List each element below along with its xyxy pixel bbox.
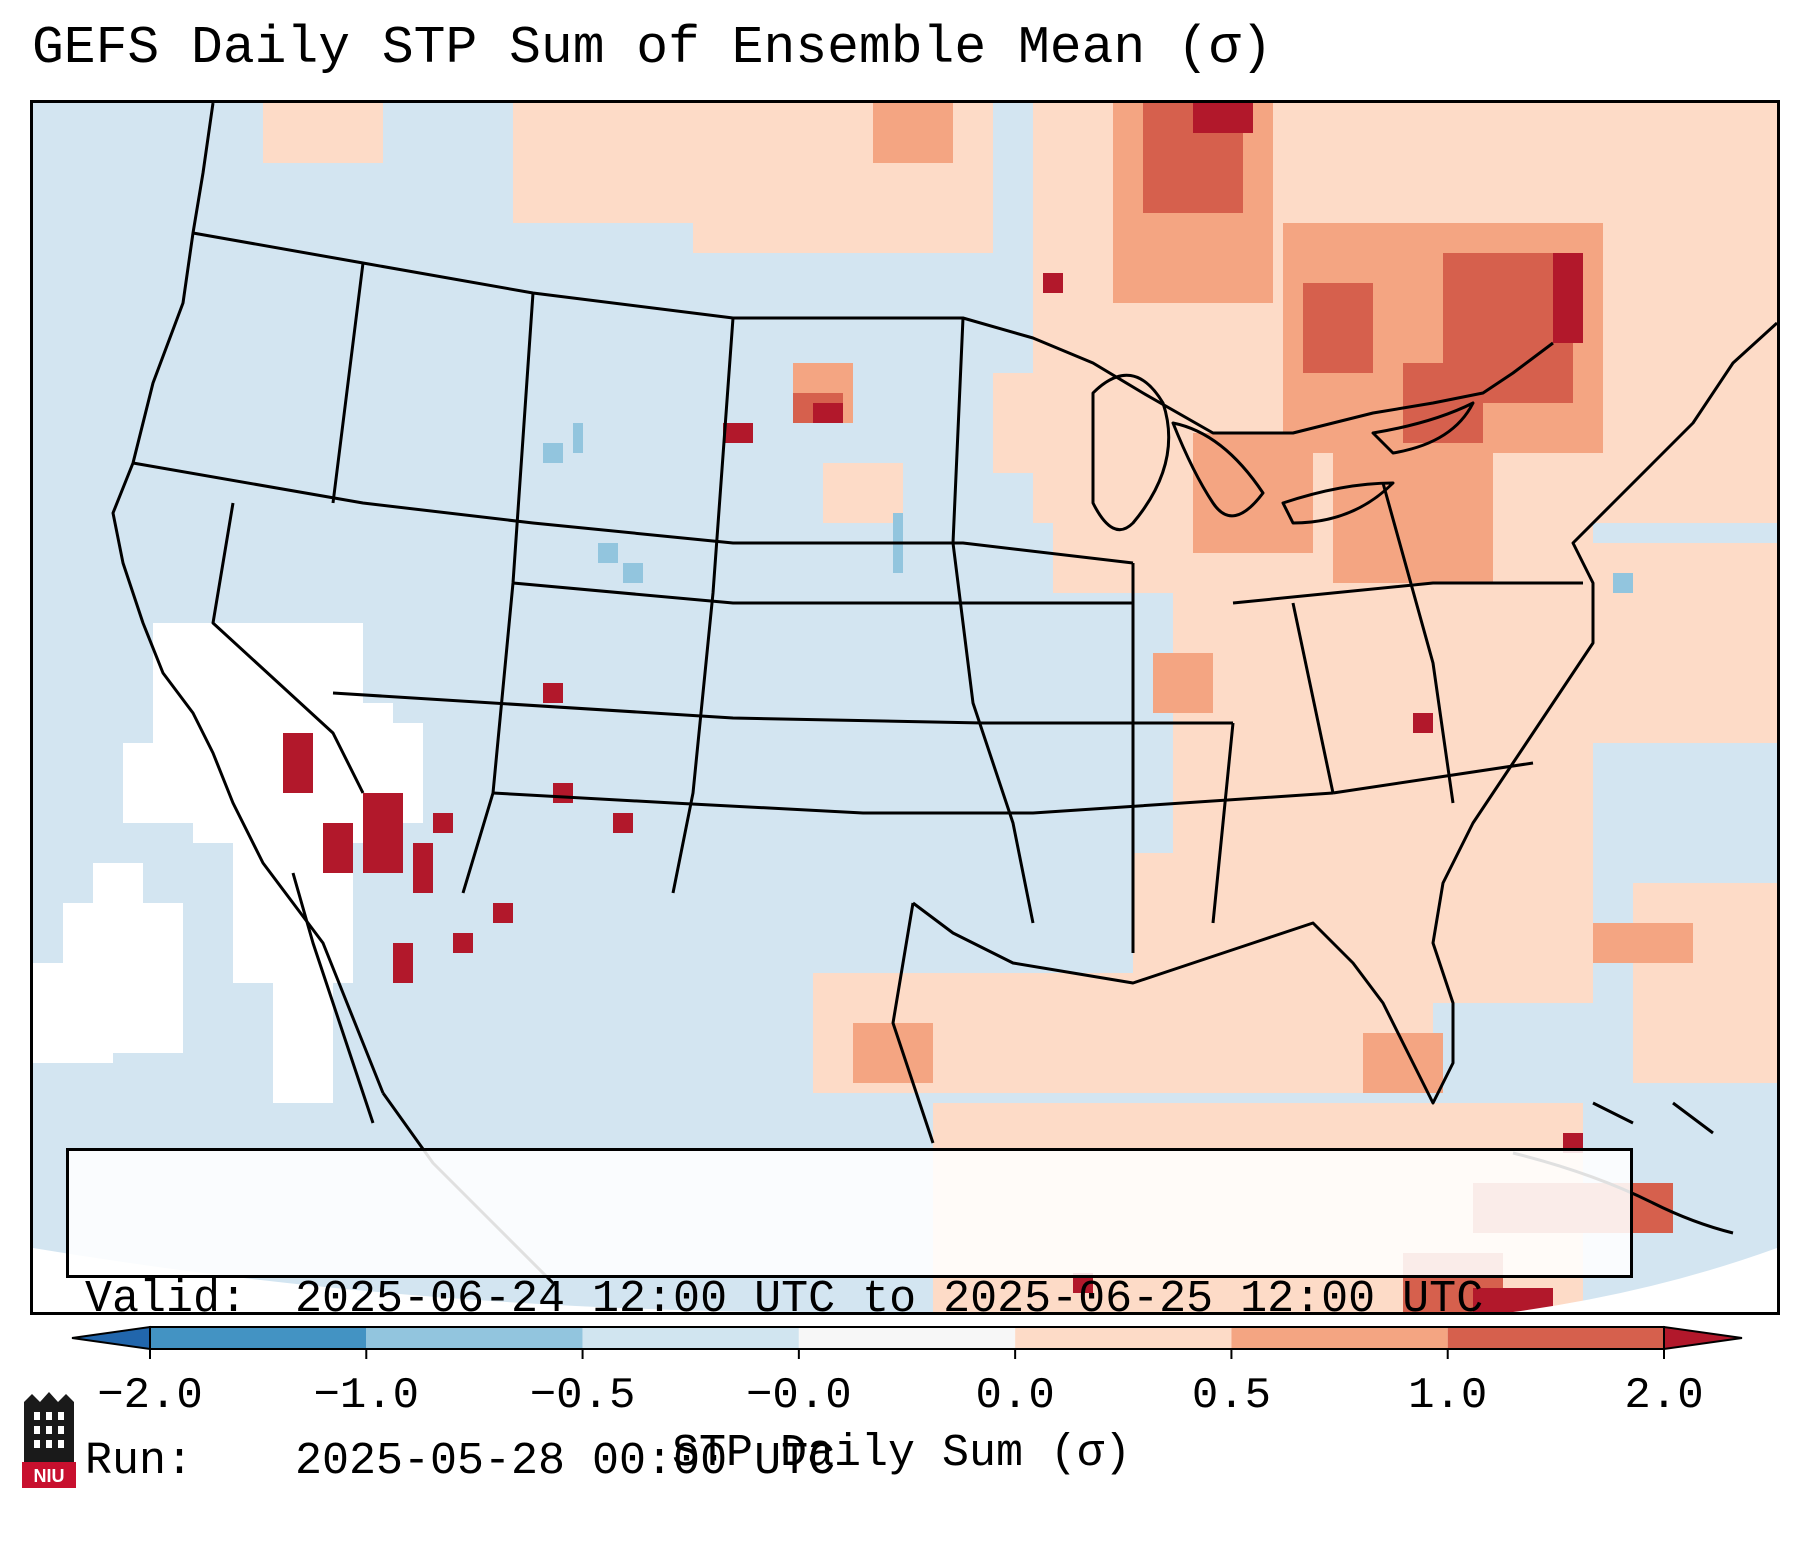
colorbar-tick-label: 0.0 [976, 1371, 1055, 1421]
valid-value: 2025-06-24 12:00 UTC to 2025-06-25 12:00… [295, 1274, 1484, 1325]
run-row: Run: 2025-05-28 00:00 UTC [85, 1435, 1630, 1489]
colorbar-extend-low [71, 1325, 151, 1351]
colorbar-bin [366, 1327, 583, 1349]
map-frame[interactable] [30, 100, 1780, 1315]
colorbar-bin [1447, 1327, 1664, 1349]
negative-anomaly-spots [543, 423, 1633, 593]
niu-logo: NIU [22, 1392, 76, 1488]
map-canvas [33, 103, 1777, 1312]
colorbar-tick-label: −2.0 [97, 1371, 203, 1421]
projection-edge [33, 1248, 913, 1312]
valid-label: Valid: [85, 1274, 248, 1325]
colorbar-tick-label: −1.0 [313, 1371, 419, 1421]
colorbar-label: STP Daily Sum (σ) [671, 1428, 1132, 1479]
valid-run-info-box: Valid: 2025-06-24 12:00 UTC to 2025-06-25… [66, 1148, 1633, 1487]
run-label: Run: [85, 1436, 194, 1487]
valid-row: Valid: 2025-06-24 12:00 UTC to 2025-06-25… [85, 1273, 1630, 1327]
colorbar: −2.0 −1.0 −0.5 −0.0 0.0 0.5 1.0 2.0 [71, 1325, 1743, 1421]
coastlines-and-borders [111, 103, 1777, 1285]
projection-edge-right [1513, 1248, 1777, 1312]
positive-anomaly-extreme [283, 103, 1583, 1312]
colorbar-tick-label: 0.5 [1192, 1371, 1271, 1421]
colorbar-tick-label: 2.0 [1624, 1371, 1703, 1421]
colorbar-bin [1231, 1327, 1448, 1349]
run-value: 2025-05-28 00:00 UTC [295, 1436, 836, 1487]
colorbar-bin [1015, 1327, 1232, 1349]
colorbar-extend-high [1663, 1325, 1743, 1351]
logo-text: NIU [34, 1466, 65, 1486]
colorbar-bin [798, 1327, 1016, 1349]
colorbar-outline [149, 1326, 1665, 1350]
colorbar-bin [582, 1327, 799, 1349]
colorbar-tick-label: −0.0 [746, 1371, 852, 1421]
colorbar-tick-label: −0.5 [530, 1371, 636, 1421]
colorbar-tick-label: 1.0 [1408, 1371, 1487, 1421]
page-title: GEFS Daily STP Sum of Ensemble Mean (σ) [32, 18, 1273, 78]
colorbar-bin [150, 1327, 367, 1349]
